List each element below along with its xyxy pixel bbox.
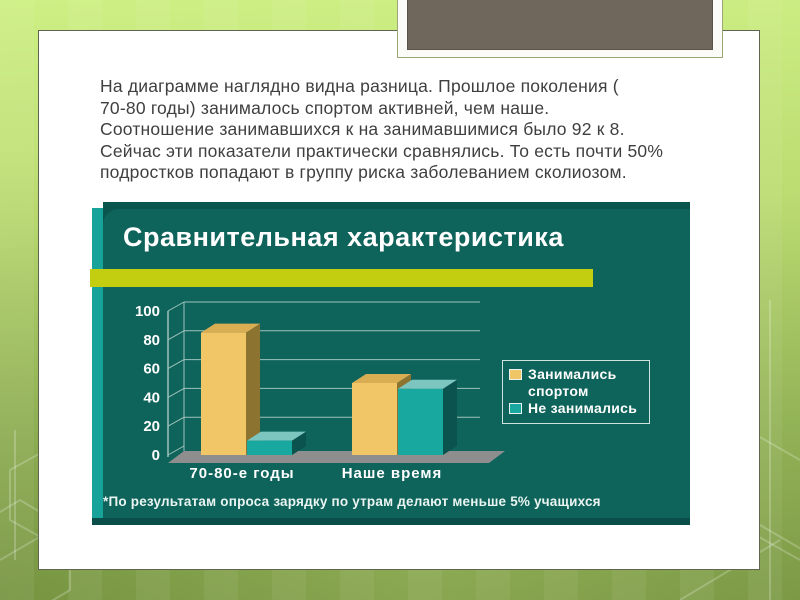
top-decoration-box [397,0,723,58]
chart-panel [103,209,690,518]
legend-item: Занимались спортом [509,366,645,400]
body-text: На диаграмме наглядно видна разница. Про… [100,76,663,184]
paragraph-line: Сейчас эти показатели практически сравня… [100,140,664,161]
legend: Занимались спортом Не занимались [502,360,650,424]
legend-swatch-no-sport [509,403,522,414]
title-underline [90,269,593,287]
paragraph-line: 70-80 годы) занималось спортом активней,… [100,97,550,118]
legend-item: Не занимались [509,400,645,417]
chart-left-strip [92,208,103,518]
paragraph-line: подростков попадают в группу риска забол… [100,162,627,183]
top-decoration-fill [407,0,713,50]
legend-swatch-sport [509,369,522,380]
paragraph-line: На диаграмме наглядно видна разница. Про… [100,76,619,96]
chart-image: Сравнительная характеристика 0 20 40 60 80 10… [90,198,690,525]
legend-label: Не занимались [528,400,638,416]
paragraph-line: Соотношение занимавшихся к на занимавшим… [100,119,625,140]
chart-footnote: *По результатам опроса зарядку по утрам … [103,494,601,509]
legend-label: Занимались спортом [528,366,617,399]
chart-bottom-strip [92,518,690,525]
chart-title: Сравнительная характеристика [123,222,564,252]
